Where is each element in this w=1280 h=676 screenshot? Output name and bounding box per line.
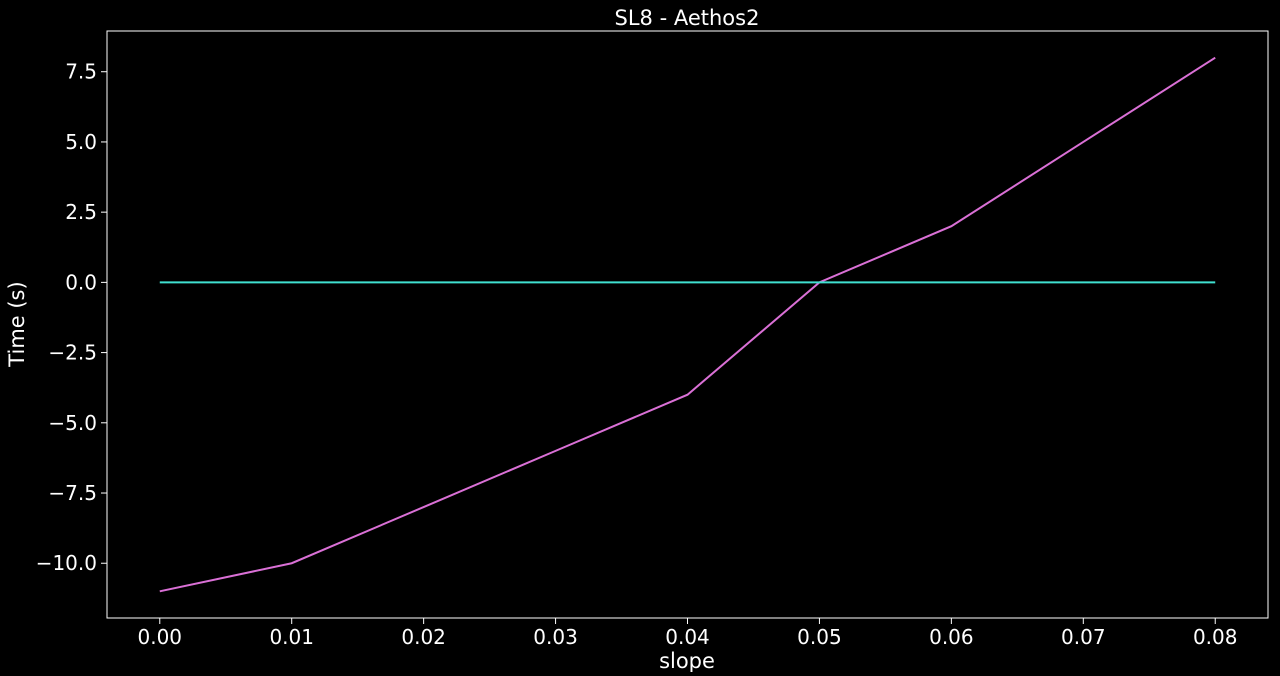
y-axis-label: Time (s) — [5, 281, 29, 367]
y-tick-label: 5.0 — [65, 130, 97, 154]
y-tick-label: 2.5 — [65, 200, 97, 224]
x-tick-label: 0.02 — [401, 625, 446, 649]
y-tick-label: −10.0 — [36, 551, 97, 575]
x-tick-label: 0.06 — [929, 625, 974, 649]
chart-title: SL8 - Aethos2 — [615, 6, 760, 30]
plot-frame — [106, 30, 1269, 619]
x-tick-label: 0.04 — [665, 625, 710, 649]
y-tick-label: 7.5 — [65, 60, 97, 84]
x-tick-label: 0.08 — [1193, 625, 1238, 649]
x-tick-label: 0.01 — [269, 625, 314, 649]
x-tick-label: 0.00 — [138, 625, 183, 649]
y-tick-label: 0.0 — [65, 270, 97, 294]
x-tick-label: 0.07 — [1061, 625, 1106, 649]
x-tick-label: 0.05 — [797, 625, 842, 649]
y-tick-label: −7.5 — [48, 481, 97, 505]
y-tick-label: −2.5 — [48, 341, 97, 365]
x-tick-label: 0.03 — [533, 625, 578, 649]
y-tick-label: −5.0 — [48, 411, 97, 435]
series-line-1 — [159, 56, 1216, 593]
x-axis-label: slope — [659, 649, 715, 672]
